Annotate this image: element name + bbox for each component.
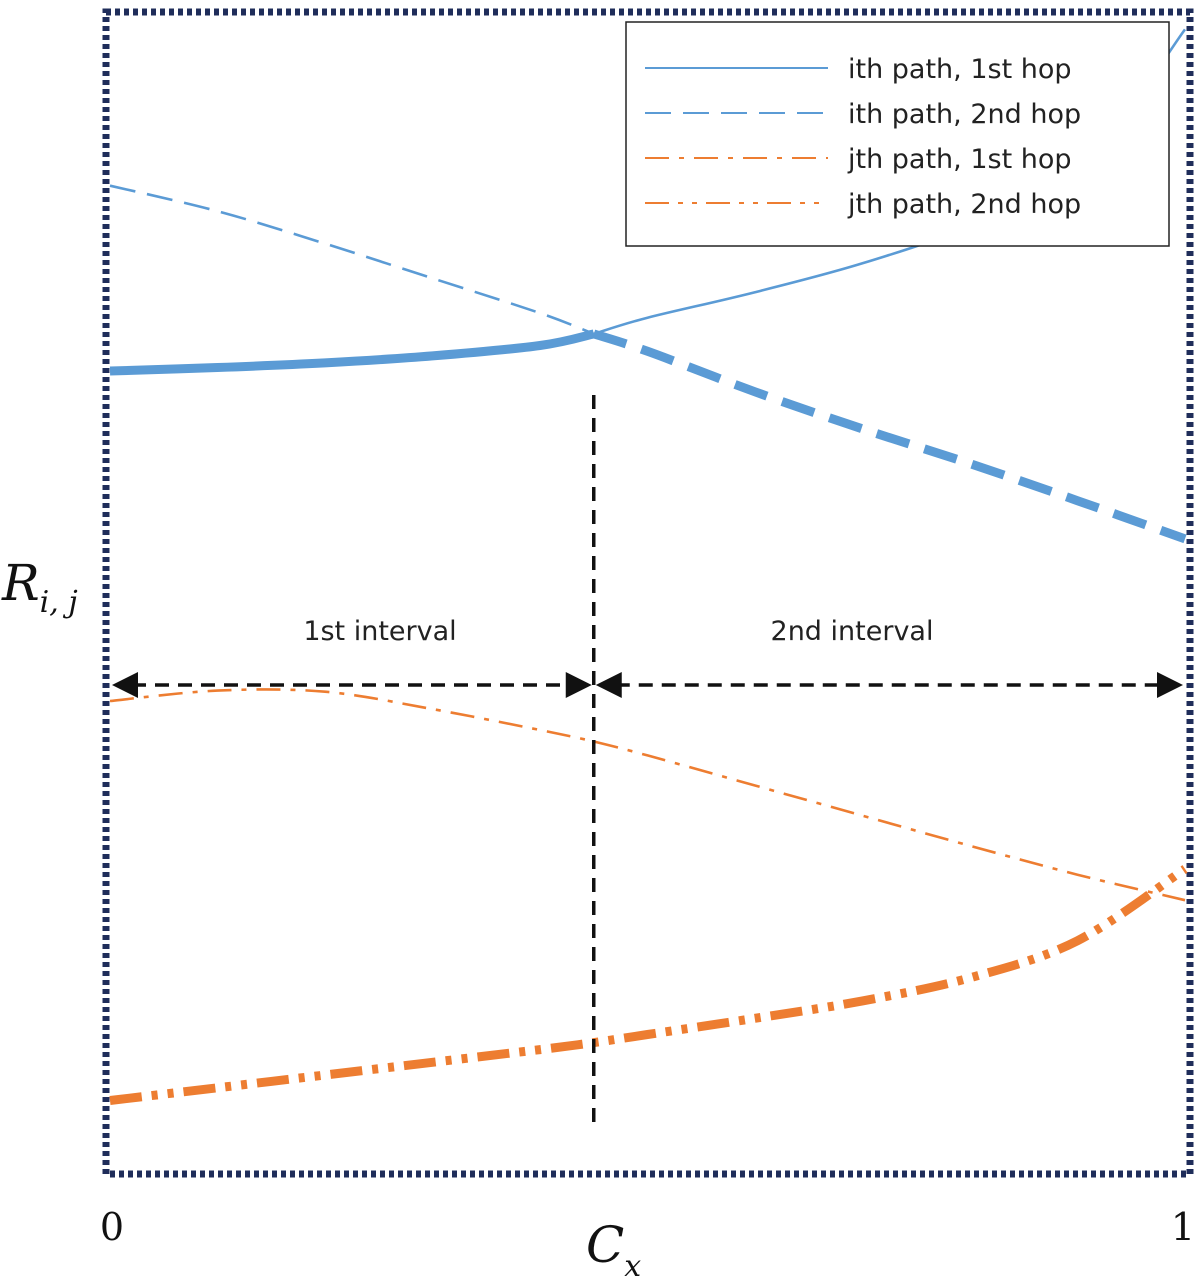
interval-arrowhead-1-1 — [112, 672, 138, 698]
y-axis-subscript: i, j — [40, 585, 78, 620]
interval-label-1: 1st interval — [303, 616, 456, 647]
plot-frame — [102, 8, 1194, 1178]
legend: ith path, 1st hop ith path, 2nd hop jth pa… — [625, 21, 1170, 247]
series-line-3 — [109, 688, 1186, 902]
x-axis-label: Cx — [586, 1216, 641, 1284]
x-axis-subscript: x — [624, 1249, 641, 1284]
divider-layer — [112, 395, 1183, 1125]
series-line-4-selected — [109, 865, 1188, 1105]
series-layer — [109, 28, 1188, 1105]
series-line-2-selected — [592, 329, 1187, 544]
legend-label-1: ith path, 1st hop — [848, 54, 1072, 85]
y-axis-symbol: R — [1, 554, 40, 612]
interval-arrowhead-2-2 — [1157, 672, 1183, 698]
interval-label-2: 2nd interval — [771, 616, 934, 647]
interval-arrowhead-1-2 — [565, 672, 592, 698]
legend-box — [625, 21, 1170, 247]
legend-label-3: jth path, 1st hop — [847, 144, 1072, 175]
legend-label-2: ith path, 2nd hop — [848, 99, 1081, 130]
y-axis-label: Ri, j — [1, 554, 78, 620]
series-line-1-selected — [109, 329, 595, 376]
x-tick-0: 0 — [100, 1205, 124, 1249]
interval-arrowhead-2-1 — [595, 672, 622, 698]
x-tick-1: 1 — [1171, 1205, 1195, 1249]
legend-label-4: jth path, 2nd hop — [847, 189, 1081, 220]
series-line-2 — [109, 184, 595, 336]
x-axis-symbol: C — [586, 1216, 624, 1274]
